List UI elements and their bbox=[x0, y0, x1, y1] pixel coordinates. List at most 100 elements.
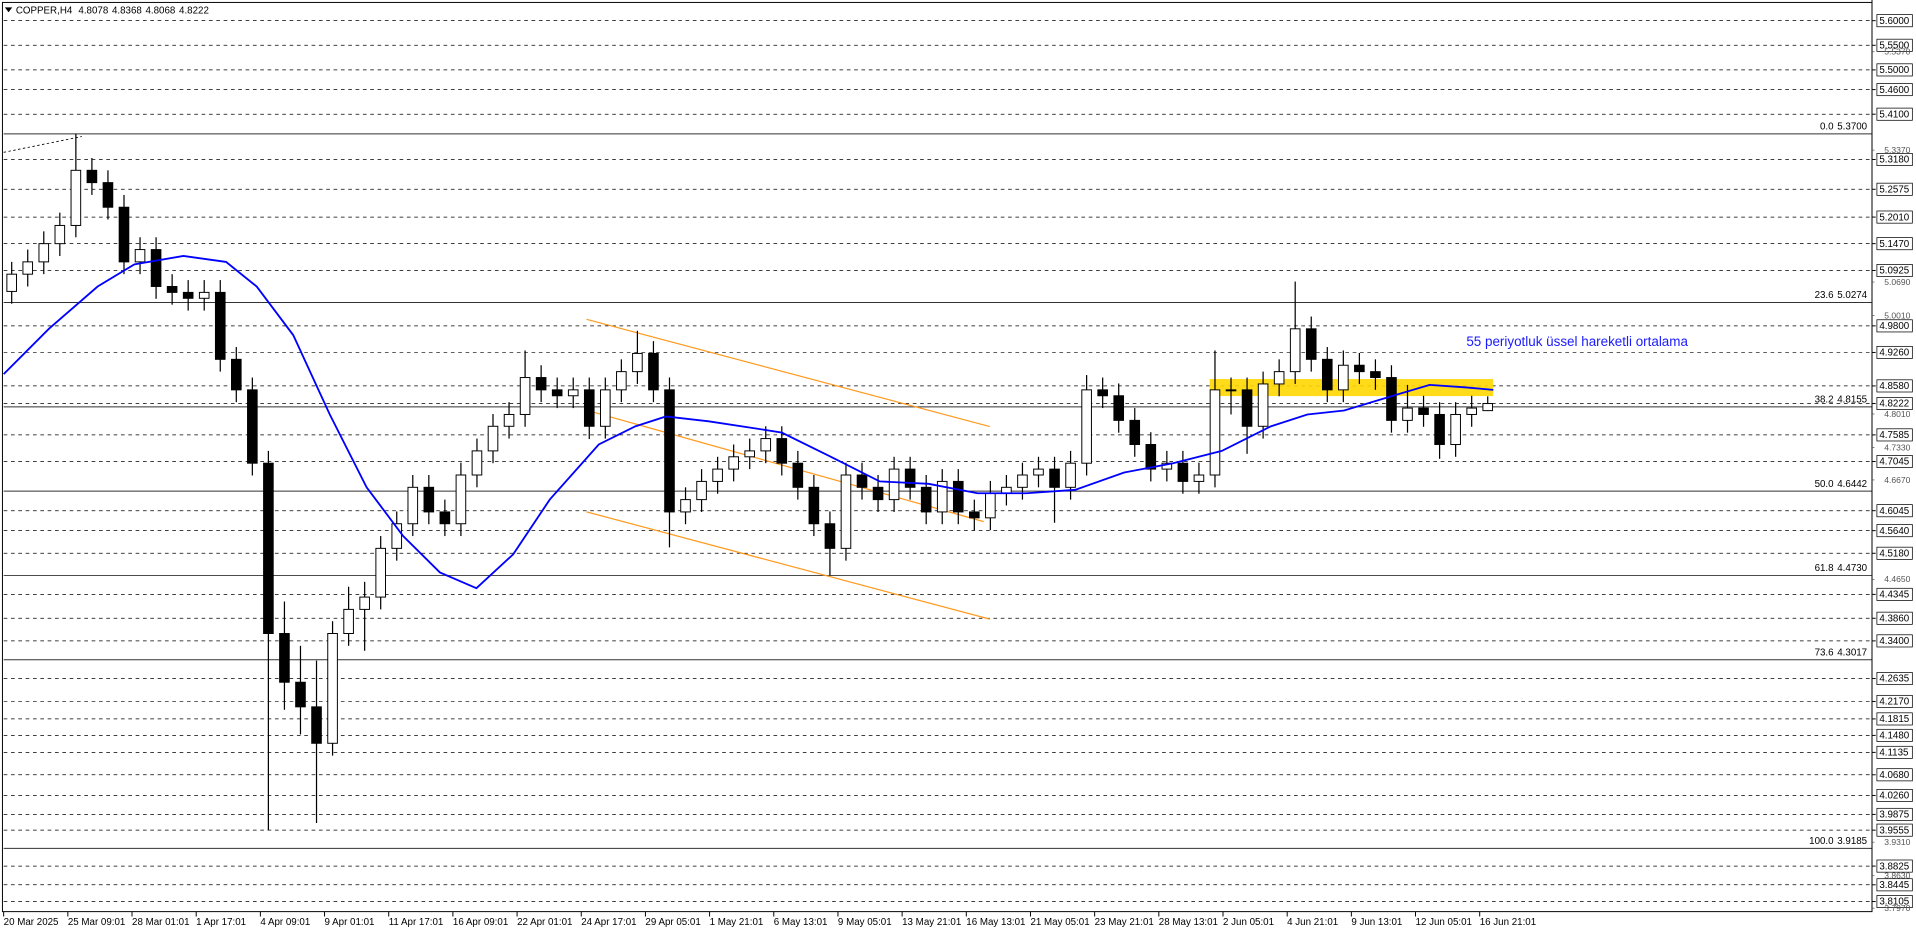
candle-body bbox=[295, 681, 306, 708]
y-tick-box bbox=[1876, 83, 1913, 97]
y-minor-label: 4.8010 bbox=[1884, 409, 1910, 419]
candle-body bbox=[118, 206, 130, 263]
y-tick-label: 4.4345 bbox=[1879, 590, 1909, 601]
y-tick-box bbox=[1876, 397, 1913, 410]
y-tick-box bbox=[1876, 237, 1913, 251]
candle-body bbox=[1418, 407, 1429, 415]
candle-body bbox=[22, 261, 34, 275]
y-tick-label: 4.1480 bbox=[1879, 731, 1909, 742]
y-tick-label: 3.9875 bbox=[1879, 810, 1909, 821]
channel-line bbox=[586, 318, 990, 428]
y-tick-box bbox=[1876, 524, 1913, 538]
y-tick-box bbox=[1876, 455, 1913, 468]
y-tick-label: 4.9800 bbox=[1879, 321, 1909, 332]
fib-label: 100.0 3.9185 bbox=[1809, 836, 1868, 847]
header: COPPER,H4 4.8078 4.8368 4.8068 4.8222 bbox=[16, 5, 209, 16]
y-minor-label: 5.5370 bbox=[1884, 47, 1910, 57]
x-tick-label: 28 May 13:01 bbox=[1159, 917, 1218, 928]
fib-level: 50.0 bbox=[1815, 478, 1835, 489]
y-tick-box bbox=[1876, 895, 1913, 908]
y-tick-box bbox=[1876, 38, 1913, 52]
candle-body bbox=[102, 182, 114, 208]
candle-body bbox=[616, 371, 627, 391]
fib-price: 4.6442 bbox=[1837, 478, 1867, 489]
candle-body bbox=[1305, 328, 1317, 360]
y-tick-label: 4.8580 bbox=[1879, 381, 1909, 392]
candle-body bbox=[888, 468, 900, 501]
candle-body bbox=[969, 511, 980, 519]
y-tick-label: 4.8222 bbox=[1879, 399, 1909, 410]
candle-body bbox=[359, 596, 370, 610]
candle-body bbox=[423, 486, 435, 513]
y-tick-label: 4.3400 bbox=[1879, 636, 1909, 647]
open: 4.8078 bbox=[78, 5, 108, 16]
candle-body bbox=[150, 249, 162, 287]
candle-body bbox=[856, 474, 868, 488]
candle-body bbox=[1225, 389, 1237, 392]
candle-body bbox=[1434, 413, 1445, 445]
candle-body bbox=[471, 450, 483, 476]
x-tick-label: 9 Apr 01:01 bbox=[325, 917, 375, 928]
y-tick-box bbox=[1876, 107, 1913, 121]
y-tick-box bbox=[1876, 878, 1913, 892]
candle-body bbox=[760, 438, 772, 452]
candle-body bbox=[1450, 413, 1461, 445]
candle-body bbox=[920, 486, 932, 513]
candle-body bbox=[600, 389, 611, 427]
y-tick-box bbox=[1876, 788, 1913, 802]
candle-body bbox=[1145, 444, 1157, 470]
channel-line bbox=[592, 411, 984, 523]
candle-body bbox=[230, 358, 242, 391]
y-tick-label: 4.0680 bbox=[1879, 770, 1909, 781]
channel-line bbox=[586, 511, 990, 620]
y-minor-label: 4.6670 bbox=[1884, 475, 1910, 485]
y-tick-box bbox=[1876, 807, 1913, 821]
y-tick-box bbox=[1876, 182, 1913, 196]
candle-body bbox=[86, 169, 98, 184]
y-tick-box bbox=[1876, 210, 1913, 224]
candles bbox=[6, 133, 1494, 831]
y-tick-label: 4.1135 bbox=[1879, 748, 1909, 759]
y-tick-box bbox=[1876, 611, 1913, 625]
y-tick-label: 4.5640 bbox=[1879, 526, 1909, 537]
y-tick-box bbox=[1876, 264, 1913, 277]
y-tick-box bbox=[1876, 14, 1913, 28]
candle-body bbox=[680, 499, 691, 513]
y-tick-label: 5.4600 bbox=[1879, 85, 1909, 96]
annotation: 55 periyotluk üssel hareketli ortalama bbox=[1466, 334, 1688, 349]
candle-body bbox=[840, 474, 852, 549]
candle-body bbox=[1482, 403, 1494, 412]
candle-body bbox=[1209, 389, 1221, 476]
candle-body bbox=[1466, 407, 1477, 415]
y-tick-box bbox=[1876, 823, 1913, 837]
y-minor-label: 3.7970 bbox=[1884, 903, 1910, 913]
fib-label: 61.8 4.4730 bbox=[1815, 563, 1868, 574]
x-tick-label: 6 May 13:01 bbox=[774, 917, 828, 928]
y-tick-box bbox=[1876, 728, 1913, 742]
candle-body bbox=[166, 285, 178, 293]
fib-label: 0.0 5.3700 bbox=[1820, 121, 1868, 132]
candle-body bbox=[872, 486, 884, 501]
x-tick-label: 2 Jun 05:01 bbox=[1223, 917, 1274, 928]
candle-body bbox=[1354, 364, 1365, 373]
x-tick-label: 11 Apr 17:01 bbox=[389, 917, 444, 928]
candle-body bbox=[1386, 377, 1397, 421]
y-tick-box bbox=[1876, 379, 1913, 393]
candle-body bbox=[407, 486, 419, 525]
fib-level: 23.6 bbox=[1815, 290, 1834, 301]
x-tick-label: 4 Jun 21:01 bbox=[1287, 917, 1338, 928]
candle-body bbox=[696, 480, 707, 501]
candle-body bbox=[1321, 358, 1333, 391]
candle-body bbox=[1273, 371, 1285, 385]
candle-body bbox=[985, 492, 996, 519]
y-tick-box bbox=[1876, 672, 1913, 686]
candle-body bbox=[1081, 389, 1092, 464]
y-tick-box bbox=[1876, 546, 1913, 560]
candle-body bbox=[182, 291, 194, 299]
ema-line bbox=[3, 255, 1494, 590]
y-minor-label: 5.0010 bbox=[1884, 310, 1910, 320]
y-tick-label: 5.6000 bbox=[1879, 16, 1909, 27]
